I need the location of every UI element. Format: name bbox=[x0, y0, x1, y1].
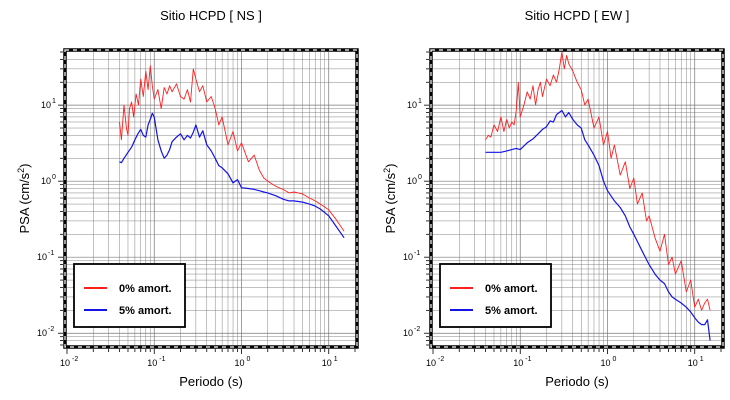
y-tick-label: 10 bbox=[37, 252, 47, 262]
x-tick-label-exp: 1 bbox=[334, 356, 338, 363]
y-tick-label-exp: -1 bbox=[414, 250, 420, 257]
plot-frame-dash bbox=[64, 49, 358, 348]
y-tick-label-exp: -1 bbox=[48, 250, 54, 257]
series-line-2 bbox=[119, 112, 345, 239]
y-tick-label-exp: 1 bbox=[52, 98, 56, 105]
y-tick-label: 10 bbox=[37, 328, 47, 338]
series-line-2 bbox=[485, 109, 711, 341]
legend-label: 0% amort. bbox=[119, 283, 172, 295]
y-tick-label-exp: 0 bbox=[418, 174, 422, 181]
chart-panel-2: Sitio HCPD [ EW ]10 -2 10 -1 10 0 10 110 -210 -11… bbox=[382, 8, 725, 389]
legend: 0% amort. 5% amort. bbox=[73, 263, 186, 328]
x-tick-label: 10 bbox=[322, 358, 332, 368]
y-tick-label-exp: 1 bbox=[418, 98, 422, 105]
x-tick-label-exp: 1 bbox=[700, 356, 704, 363]
x-tick-label-exp: 0 bbox=[612, 356, 616, 363]
x-tick-label-exp: -1 bbox=[525, 356, 531, 363]
x-tick-label: 10 bbox=[426, 358, 436, 368]
y-axis-label: PSA (cm/s2) bbox=[382, 163, 398, 233]
chart-title: Sitio HCPD [ EW ] bbox=[525, 8, 630, 23]
y-tick-label: 10 bbox=[407, 100, 417, 110]
x-tick-label: 10 bbox=[513, 358, 523, 368]
legend-box bbox=[439, 263, 552, 328]
x-tick-label-exp: -2 bbox=[72, 356, 78, 363]
legend-label: 5% amort. bbox=[485, 305, 538, 317]
y-tick-label: 10 bbox=[403, 328, 413, 338]
y-axis-label: PSA (cm/s2) bbox=[16, 163, 32, 233]
y-tick-label: 10 bbox=[41, 100, 51, 110]
x-tick-label: 10 bbox=[60, 358, 70, 368]
y-tick-label-exp: -2 bbox=[48, 326, 54, 333]
legend-label: 5% amort. bbox=[119, 305, 172, 317]
y-tick-label-exp: -2 bbox=[414, 326, 420, 333]
plot-frame-dash bbox=[430, 49, 724, 348]
y-tick-label: 10 bbox=[403, 252, 413, 262]
chart-panel-1: Sitio HCPD [ NS ]10 -2 10 -1 10 0 10 110 -210 -11… bbox=[16, 8, 359, 389]
x-axis-label: Periodo (s) bbox=[545, 374, 609, 389]
x-tick-label-exp: -1 bbox=[159, 356, 165, 363]
x-tick-label-exp: -2 bbox=[438, 356, 444, 363]
y-tick-label: 10 bbox=[407, 176, 417, 186]
x-tick-label: 10 bbox=[600, 358, 610, 368]
x-axis-label: Periodo (s) bbox=[179, 374, 243, 389]
y-tick-label-exp: 0 bbox=[52, 174, 56, 181]
x-tick-label: 10 bbox=[147, 358, 157, 368]
series-line-1 bbox=[485, 51, 711, 311]
chart-title: Sitio HCPD [ NS ] bbox=[160, 8, 262, 23]
series-line-1 bbox=[119, 65, 345, 232]
legend-label: 0% amort. bbox=[485, 283, 538, 295]
legend: 0% amort. 5% amort. bbox=[439, 263, 552, 328]
y-tick-label: 10 bbox=[41, 176, 51, 186]
legend-box bbox=[73, 263, 186, 328]
x-tick-label-exp: 0 bbox=[246, 356, 250, 363]
x-tick-label: 10 bbox=[688, 358, 698, 368]
x-tick-label: 10 bbox=[234, 358, 244, 368]
